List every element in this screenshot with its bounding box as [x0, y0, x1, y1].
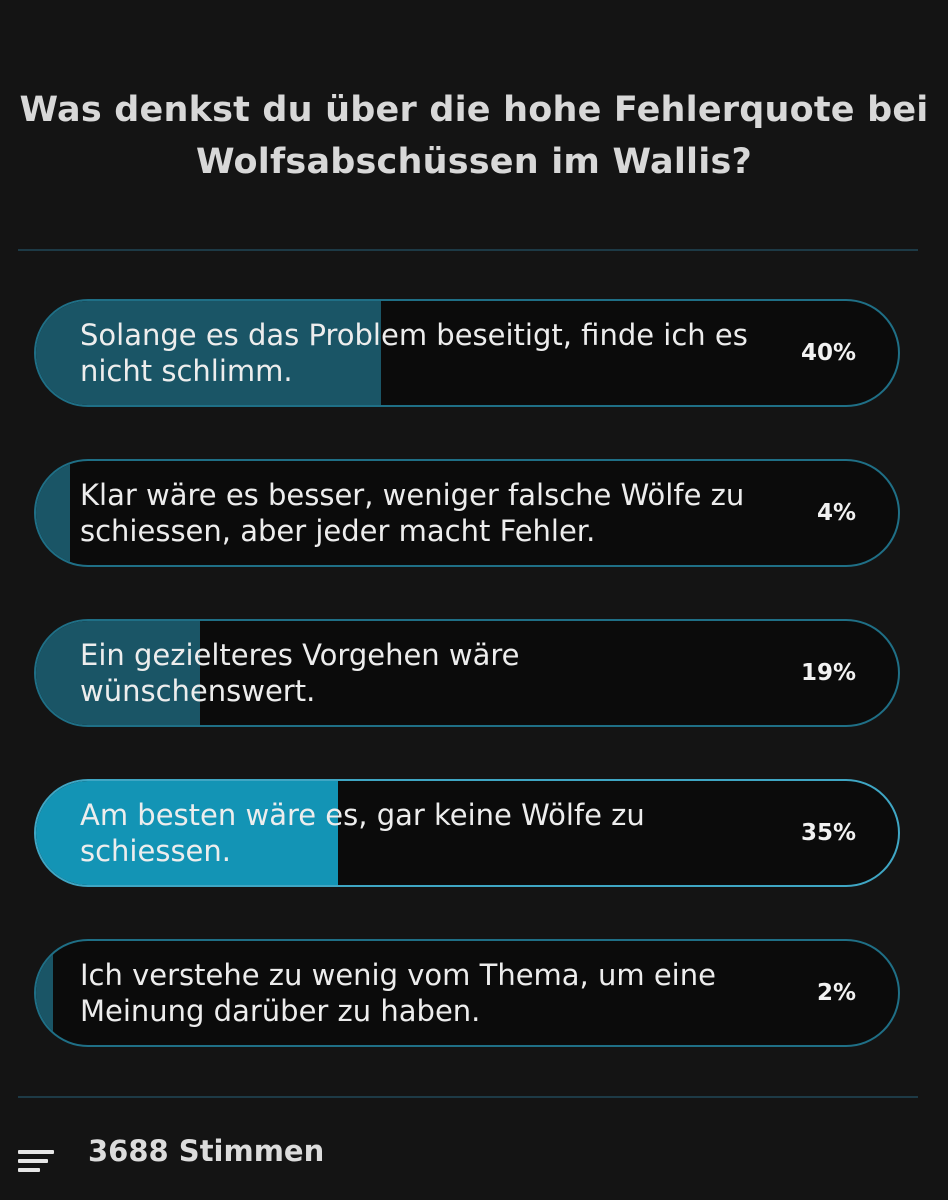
poll-footer: 3688 Stimmen: [0, 1120, 948, 1190]
poll-option-2-fill: [36, 461, 71, 565]
poll-question: Was denkst du über die hohe Fehlerquote …: [19, 90, 929, 182]
poll-option-1-fill: [36, 301, 381, 405]
poll-option-1[interactable]: Solange es das Problem beseitigt, finde …: [34, 299, 900, 407]
poll-option-1-label: Solange es das Problem beseitigt, finde …: [80, 318, 748, 388]
poll-option-1-percent: 40%: [800, 340, 856, 366]
bottom-divider: [18, 1096, 918, 1098]
poll-option-2-label: Klar wäre es besser, weniger falsche Wöl…: [80, 478, 745, 548]
poll-option-2[interactable]: Klar wäre es besser, weniger falsche Wöl…: [34, 459, 900, 567]
poll-option-3-label: Ein gezielteres Vorgehen wäre wünschensw…: [80, 638, 520, 708]
poll-option-5-percent: 2%: [816, 980, 856, 1006]
results-list-icon[interactable]: [18, 1150, 54, 1174]
top-divider: [18, 249, 918, 251]
poll-option-5[interactable]: Ich verstehe zu wenig vom Thema, um eine…: [34, 939, 900, 1047]
poll-option-4-percent: 35%: [800, 820, 856, 846]
poll-option-2-percent: 4%: [816, 500, 856, 526]
poll-option-5-label: Ich verstehe zu wenig vom Thema, um eine…: [80, 958, 716, 1028]
poll-option-4[interactable]: Am besten wäre es, gar keine Wölfe zu sc…: [34, 779, 900, 887]
poll-option-4-fill: [36, 781, 338, 885]
poll-option-4-label: Am besten wäre es, gar keine Wölfe zu sc…: [80, 798, 645, 868]
vote-count: 3688 Stimmen: [88, 1134, 325, 1168]
poll-option-3[interactable]: Ein gezielteres Vorgehen wäre wünschensw…: [34, 619, 900, 727]
poll-option-3-percent: 19%: [800, 660, 856, 686]
poll-option-5-fill: [36, 941, 54, 1045]
poll-option-3-fill: [36, 621, 200, 725]
